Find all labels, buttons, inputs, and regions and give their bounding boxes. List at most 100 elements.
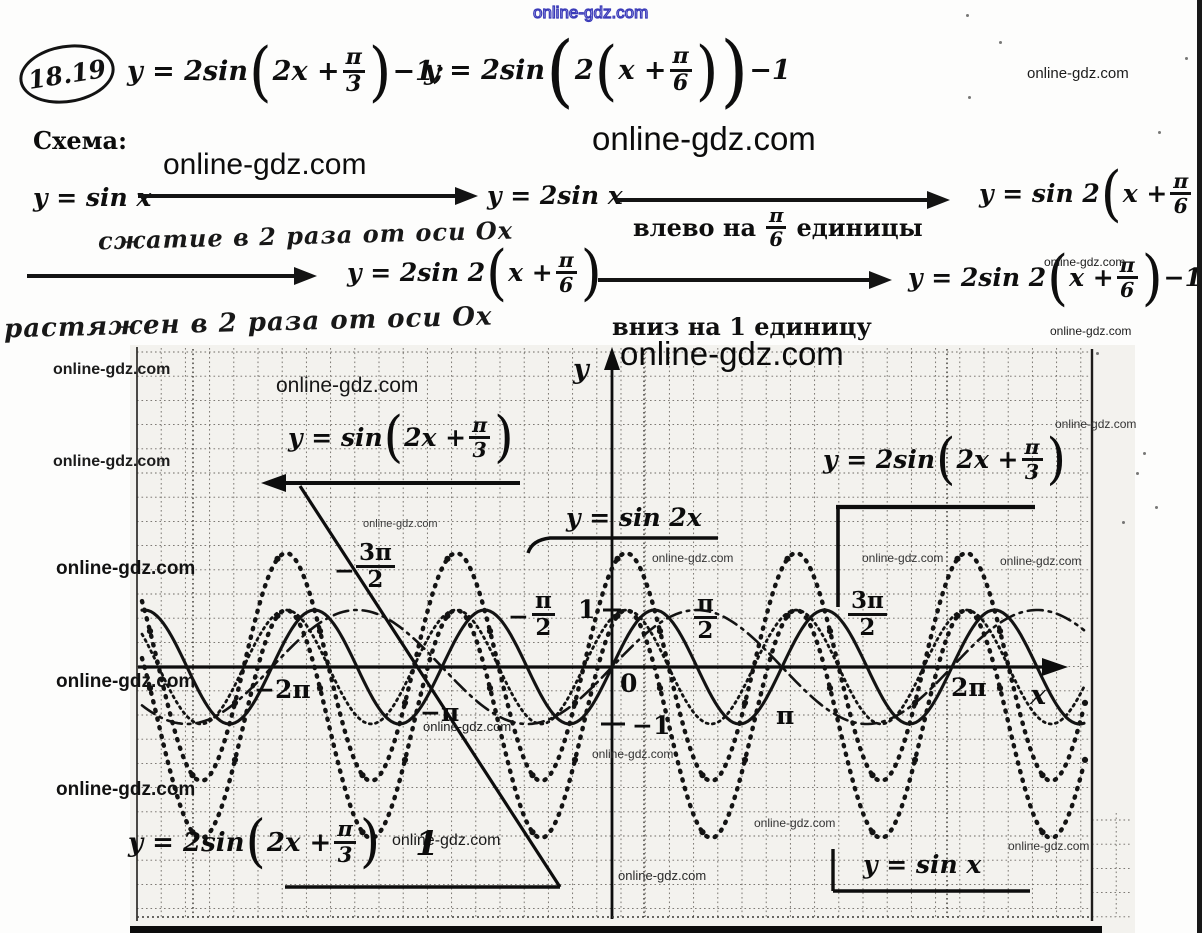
tick-1: 1 (578, 595, 596, 624)
curve-marker (869, 829, 876, 836)
scheme-step2: y = 2sin x (487, 181, 623, 210)
curve-marker (146, 685, 154, 692)
curve-label-2sin2x-pi3: y = 2sin ( 2x + π 3 ) (823, 427, 1067, 492)
curve-marker (699, 772, 706, 779)
curve-marker (316, 628, 324, 635)
eq2-coef: 2 (574, 55, 594, 87)
eq1-prefix: y = 2sin (127, 55, 248, 87)
curve-marker (401, 699, 409, 706)
scan-speck (968, 96, 971, 99)
curve-marker (401, 756, 409, 763)
curve-marker (529, 772, 536, 779)
tick-neg1: −1 (632, 711, 671, 740)
curve-marker (741, 756, 749, 763)
curve-marker (486, 628, 494, 635)
curve-marker (911, 699, 919, 706)
curve-sin2xpi3 (140, 608, 1086, 726)
watermark: online-gdz.com (592, 120, 816, 157)
leader-box1-arrowhead (261, 474, 286, 492)
paren-open: ( (1047, 241, 1069, 313)
watermark: online-gdz.com (754, 816, 836, 830)
curve-marker (656, 628, 664, 635)
paren-open: ( (249, 32, 272, 109)
arrow2-fraction: π 6 (766, 205, 787, 251)
tick-pi: π (776, 701, 795, 730)
curve-marker (996, 628, 1004, 635)
watermark: online-gdz.com (1008, 839, 1090, 853)
paren-open: ( (383, 405, 404, 470)
curve-marker (784, 612, 791, 619)
curve-marker (444, 555, 451, 562)
scan-speck (1185, 57, 1188, 60)
curve-marker (486, 685, 494, 692)
tick-neg2pi: −2π (254, 675, 311, 704)
scheme-arrow-2 (616, 191, 950, 209)
watermark: online-gdz.com (1055, 417, 1137, 431)
problem-number: 18.19 (26, 53, 108, 95)
watermark: online-gdz.com (53, 453, 171, 470)
paren-close: ) (1141, 241, 1163, 313)
watermark: online-gdz.com (618, 868, 707, 883)
eq1-fraction: π 3 (342, 45, 365, 97)
paren-open: ( (486, 236, 508, 308)
curve-label-sin2x: y = sin 2x (566, 503, 702, 532)
watermark: online-gdz.com (53, 361, 171, 378)
paren-close: ) (368, 32, 392, 109)
x-axis-arrowhead (1042, 658, 1068, 676)
paren-open: ( (245, 809, 266, 876)
equation-1: y = 2sin ( 2x + π 3 ) −1; (127, 32, 444, 109)
watermark: online-gdz.com (1050, 324, 1132, 338)
label1-fraction: π 3 (469, 414, 491, 461)
eq1-suffix: −1; (392, 55, 444, 87)
eq2-fraction: π 6 (669, 44, 692, 96)
scheme-step3: y = sin 2 ( x + π 6 ) (979, 163, 1202, 223)
scan-speck (1155, 506, 1158, 509)
tick-neg3pi2-minus: − (334, 556, 355, 585)
curve-twosin2xpi3 (139, 550, 1087, 784)
problem-number-circle: 18.19 (15, 37, 119, 111)
tick-neg3pi2: 3π 2 (356, 540, 395, 592)
paren-open-inner: ( (594, 31, 618, 108)
paren-close: ) (580, 236, 602, 308)
watermark: online-gdz.com (56, 558, 196, 579)
curve-marker (996, 685, 1004, 692)
curve-marker (1081, 756, 1089, 763)
curve-marker (1039, 772, 1046, 779)
scheme-step4: y = 2sin 2 ( x + π 6 ) (347, 236, 602, 308)
curve-marker (826, 685, 834, 692)
curve-marker (741, 699, 749, 706)
tick-0: 0 (620, 669, 638, 698)
scan-speck (1136, 472, 1139, 475)
graph-area (130, 345, 1135, 933)
x-axis-label: x (1030, 680, 1047, 711)
scheme-arrow-3 (27, 267, 317, 285)
curve-label-2sin2x-pi3-m1: y = 2sin ( 2x + π 3 ) 1 (128, 809, 439, 876)
watermark: online-gdz.com (163, 148, 367, 181)
curve-marker (189, 772, 196, 779)
eq2-prefix: y = 2sin (424, 55, 545, 87)
curve-marker (316, 685, 324, 692)
curve-marker (1081, 699, 1089, 706)
watermark: online-gdz.com (652, 551, 734, 565)
curve-label-sinx: y = sin x (863, 850, 982, 879)
eq2-inner: x + (618, 55, 667, 87)
curve-marker (359, 772, 366, 779)
watermark: online-gdz.com (392, 832, 501, 849)
grid-lines (136, 348, 1132, 918)
paren-open-outer: ( (546, 24, 574, 117)
curve-marker (231, 699, 239, 706)
watermark: online-gdz.com (1000, 554, 1082, 568)
curve-marker (784, 555, 791, 562)
watermark: online-gdz.com (862, 551, 944, 565)
scheme-arrow-1 (138, 187, 478, 205)
step5-fraction: π 6 (1116, 254, 1138, 301)
scheme-title: Схема: (33, 126, 127, 155)
y-axis-label: y (573, 354, 589, 385)
curve-marker (571, 699, 579, 706)
watermark: online-gdz.com (423, 719, 512, 734)
leader-diagonal (298, 485, 562, 888)
scan-speck (1096, 352, 1099, 355)
tick-3pi2: 3π 2 (848, 588, 887, 640)
curve-marker (954, 555, 961, 562)
